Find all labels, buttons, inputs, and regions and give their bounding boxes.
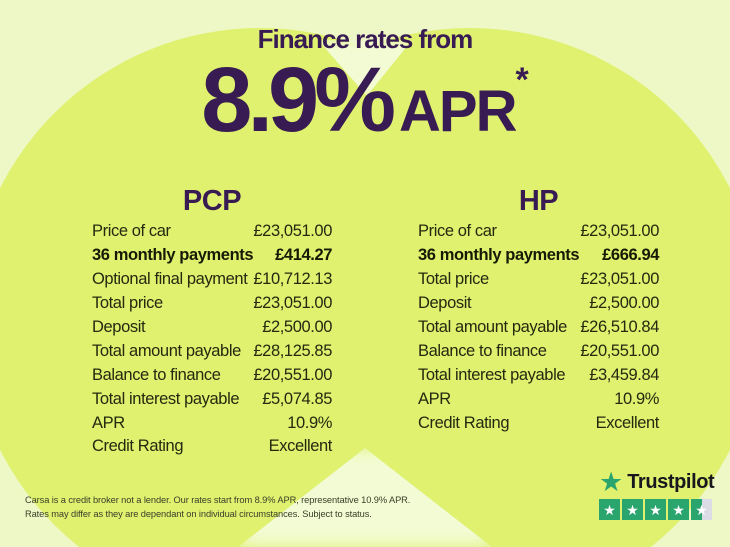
row-label: 36 monthly payments xyxy=(92,246,254,265)
row-label: Deposit xyxy=(92,318,146,336)
table-row: Total amount payable £28,125.85 xyxy=(92,339,332,363)
row-value: £20,551.00 xyxy=(253,365,332,384)
row-value: £20,551.00 xyxy=(580,341,659,360)
disclaimer-line-2: Rates may differ as they are dependant o… xyxy=(25,508,372,519)
trustpilot-star-icon: ★ xyxy=(599,467,624,497)
rate-value: 8.9% xyxy=(201,49,396,151)
pcp-rows: Price of car £23,051.00 36 monthly paymen… xyxy=(92,220,332,459)
pcp-title: PCP xyxy=(182,185,242,217)
row-label: Total price xyxy=(92,294,163,313)
row-label: Balance to finance xyxy=(92,365,221,384)
table-row: Credit Rating Excellent xyxy=(418,411,659,435)
row-value: 10.9% xyxy=(287,413,332,432)
table-row: Total interest payable £3,459.84 xyxy=(418,363,659,387)
rating-star-box: ★ xyxy=(668,499,689,520)
headline-rate: 8.9% APR* xyxy=(0,48,730,153)
row-label: APR xyxy=(92,413,125,432)
row-value: Excellent xyxy=(595,413,660,432)
table-row: Price of car £23,051.00 xyxy=(418,220,659,244)
row-value: £23,051.00 xyxy=(253,294,332,313)
row-label: Credit Rating xyxy=(92,437,184,456)
row-label: Total price xyxy=(418,270,489,289)
row-value: Excellent xyxy=(268,437,333,456)
table-row: Balance to finance £20,551.00 xyxy=(418,339,659,363)
star-icon: ★ xyxy=(695,501,708,518)
row-value: £10,712.13 xyxy=(253,270,332,289)
row-value: £666.94 xyxy=(602,246,659,265)
row-value: £28,125.85 xyxy=(253,341,332,360)
row-value: £5,074.85 xyxy=(262,389,332,408)
table-row: 36 monthly payments £666.94 xyxy=(418,244,659,268)
apr-label: APR xyxy=(399,79,517,144)
row-label: Total amount payable xyxy=(418,318,567,336)
table-row: Deposit £2,500.00 xyxy=(418,292,659,316)
row-label: Balance to finance xyxy=(418,341,547,360)
row-value: £26,510.84 xyxy=(580,318,659,336)
table-row: 36 monthly payments £414.27 xyxy=(92,244,332,268)
table-row: Deposit £2,500.00 xyxy=(92,316,332,340)
star-icon: ★ xyxy=(649,501,662,518)
star-icon: ★ xyxy=(603,501,616,518)
hp-finance-table: HP Price of car £23,051.00 36 monthly pay… xyxy=(418,186,659,435)
row-label: Price of car xyxy=(418,222,497,241)
table-row: Total amount payable £26,510.84 xyxy=(418,316,659,340)
right-circle-decoration xyxy=(179,28,730,547)
disclaimer-line-1: Carsa is a credit broker not a lender. O… xyxy=(25,495,411,505)
pcp-finance-table: PCP Price of car £23,051.00 36 monthly pa… xyxy=(92,186,332,459)
rating-star-box: ★ xyxy=(599,499,620,520)
banner-subtitle: Finance rates from xyxy=(257,24,474,54)
row-value: 10.9% xyxy=(614,389,659,408)
trustpilot-wordmark: Trustpilot xyxy=(627,471,715,493)
rating-star-box: ★ xyxy=(645,499,666,520)
row-label: 36 monthly payments xyxy=(418,246,580,265)
row-value: £2,500.00 xyxy=(262,318,332,336)
table-row: Optional final payment £10,712.13 xyxy=(92,268,332,292)
row-label: Deposit xyxy=(418,294,472,313)
row-label: Credit Rating xyxy=(418,413,510,432)
row-label: APR xyxy=(418,389,451,408)
table-row: Total price £23,051.00 xyxy=(418,268,659,292)
rating-star-box-half: ★ xyxy=(691,499,712,520)
row-label: Total interest payable xyxy=(418,365,566,384)
star-icon: ★ xyxy=(626,501,639,518)
row-value: £23,051.00 xyxy=(253,222,332,241)
row-value: £23,051.00 xyxy=(580,222,659,241)
hp-title: HP xyxy=(518,185,559,217)
row-value: £3,459.84 xyxy=(589,365,659,384)
star-icon: ★ xyxy=(672,501,685,518)
row-value: £2,500.00 xyxy=(589,294,659,313)
trustpilot-logo: ★ Trustpilot xyxy=(599,467,715,497)
row-label: Price of car xyxy=(92,222,171,241)
legal-disclaimer: Carsa is a credit broker not a lender. O… xyxy=(25,494,425,521)
row-label: Optional final payment xyxy=(92,270,248,289)
trustpilot-rating-4-5: ★ ★ ★ ★ ★ xyxy=(599,499,712,520)
row-label: Total amount payable xyxy=(92,341,241,360)
row-label: Total interest payable xyxy=(92,389,240,408)
hp-rows: Price of car £23,051.00 36 monthly paymen… xyxy=(418,220,659,435)
table-row: Total price £23,051.00 xyxy=(92,292,332,316)
table-row: Total interest payable £5,074.85 xyxy=(92,387,332,411)
table-row: Credit Rating Excellent xyxy=(92,435,332,459)
table-row: Balance to finance £20,551.00 xyxy=(92,363,332,387)
row-value: £414.27 xyxy=(275,246,332,265)
table-row: Price of car £23,051.00 xyxy=(92,220,332,244)
footnote-asterisk: * xyxy=(515,61,529,99)
row-value: £23,051.00 xyxy=(580,270,659,289)
table-row: APR 10.9% xyxy=(92,411,332,435)
rating-star-box: ★ xyxy=(622,499,643,520)
table-row: APR 10.9% xyxy=(418,387,659,411)
